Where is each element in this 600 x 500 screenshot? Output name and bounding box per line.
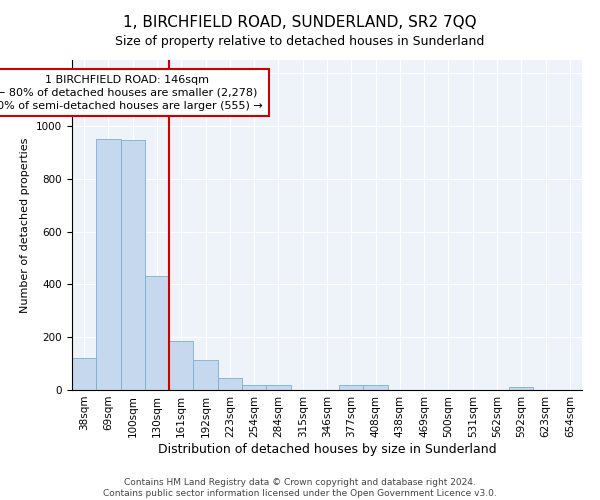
Text: Contains HM Land Registry data © Crown copyright and database right 2024.
Contai: Contains HM Land Registry data © Crown c… <box>103 478 497 498</box>
Bar <box>339 385 364 390</box>
Text: 1 BIRCHFIELD ROAD: 146sqm
← 80% of detached houses are smaller (2,278)
20% of se: 1 BIRCHFIELD ROAD: 146sqm ← 80% of detac… <box>0 74 263 111</box>
Y-axis label: Number of detached properties: Number of detached properties <box>20 138 31 312</box>
X-axis label: Distribution of detached houses by size in Sunderland: Distribution of detached houses by size … <box>158 442 496 456</box>
Bar <box>145 276 169 390</box>
Text: 1, BIRCHFIELD ROAD, SUNDERLAND, SR2 7QQ: 1, BIRCHFIELD ROAD, SUNDERLAND, SR2 7QQ <box>123 15 477 30</box>
Bar <box>266 384 290 390</box>
Bar <box>72 358 96 390</box>
Bar <box>193 360 218 390</box>
Bar <box>169 341 193 390</box>
Bar <box>218 378 242 390</box>
Bar <box>96 139 121 390</box>
Text: Size of property relative to detached houses in Sunderland: Size of property relative to detached ho… <box>115 35 485 48</box>
Bar <box>509 388 533 390</box>
Bar <box>364 385 388 390</box>
Bar <box>242 384 266 390</box>
Bar <box>121 140 145 390</box>
